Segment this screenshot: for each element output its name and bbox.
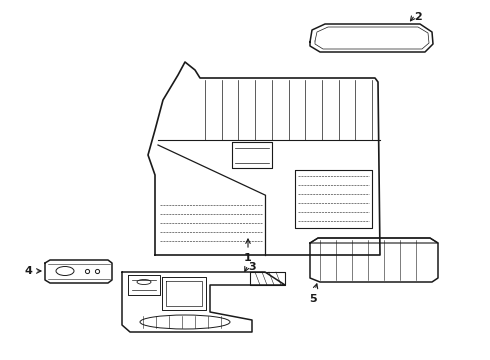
Text: 5: 5 (309, 294, 317, 304)
Text: 1: 1 (244, 253, 252, 263)
Text: 3: 3 (248, 262, 256, 272)
Text: 2: 2 (414, 12, 422, 22)
Text: 4: 4 (24, 266, 32, 276)
